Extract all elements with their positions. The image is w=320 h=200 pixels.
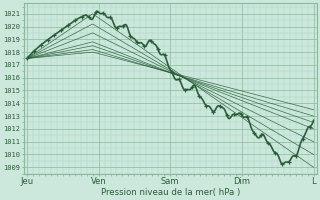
X-axis label: Pression niveau de la mer( hPa ): Pression niveau de la mer( hPa ) xyxy=(100,188,240,197)
